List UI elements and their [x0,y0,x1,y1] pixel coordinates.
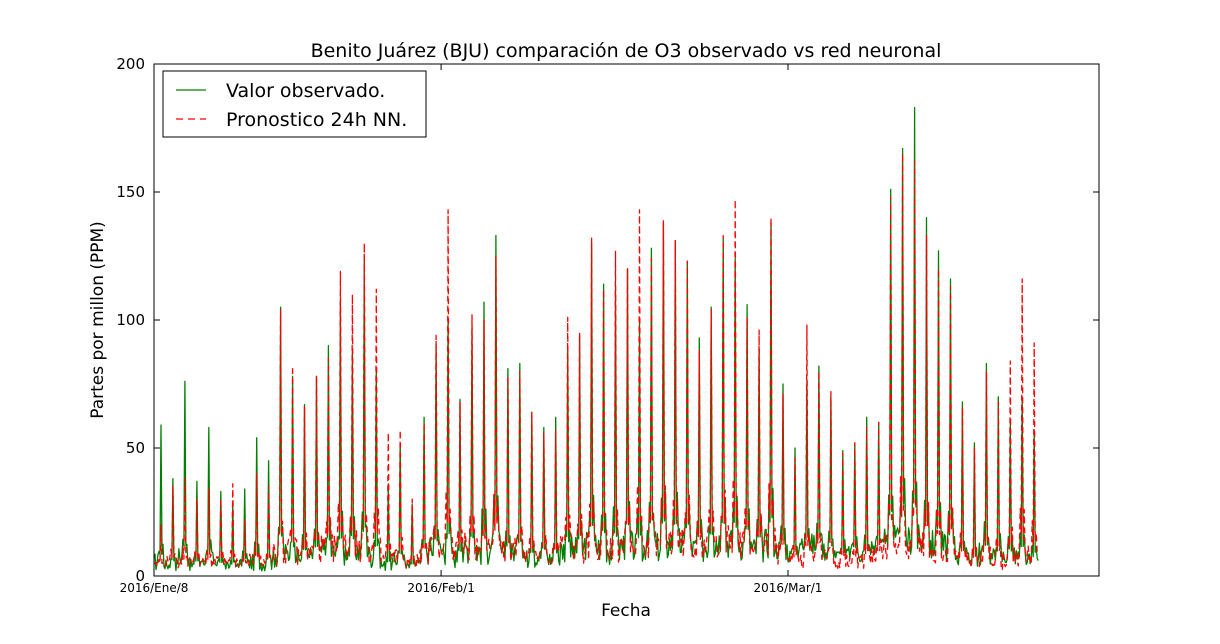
y-axis-label: Partes por millon (PPM) [88,221,108,419]
series-layer [153,106,1039,572]
x-axis-ticks: 2016/Ene/8 2016/Feb/1 2016/Mar/1 [120,64,823,595]
chart-title: Benito Juárez (BJU) comparación de O3 ob… [311,40,942,62]
y-tick-label: 150 [116,183,145,201]
legend-label-forecast: Pronostico 24h NN. [226,109,407,131]
y-tick-label: 0 [135,567,145,585]
y-tick-label: 200 [116,55,145,73]
x-tick-label: 2016/Ene/8 [120,581,189,595]
series-line-forecast [153,152,1039,571]
y-tick-label: 100 [116,311,145,329]
y-axis-ticks: 0 50 100 150 200 [116,55,1099,585]
legend: Valor observado. Pronostico 24h NN. [162,70,427,138]
series-line-observed [153,106,1039,572]
legend-box [162,70,427,138]
x-tick-label: 2016/Mar/1 [754,581,823,595]
x-axis-label: Fecha [601,601,651,621]
legend-label-observed: Valor observado. [226,80,385,102]
y-tick-label: 50 [126,439,145,457]
x-tick-label: 2016/Feb/1 [407,581,475,595]
